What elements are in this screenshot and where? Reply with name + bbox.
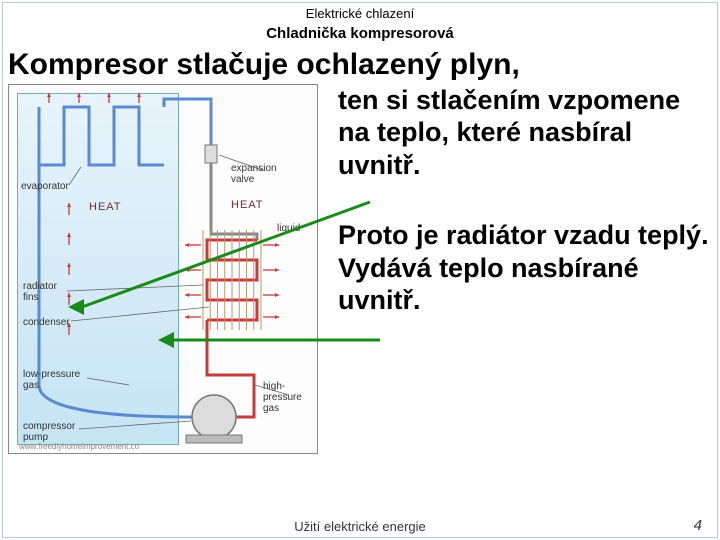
page-number: 4 xyxy=(694,517,702,534)
label-high-pressure: high- pressure gas xyxy=(263,381,302,414)
label-compressor: compressor pump xyxy=(23,421,75,443)
label-radiator-fins: radiator fins xyxy=(23,281,57,303)
label-low-pressure: low-pressure gas xyxy=(23,369,80,391)
label-expansion-valve: expansion valve xyxy=(231,163,277,185)
label-condenser: condenser xyxy=(23,317,70,328)
diagram-wrap: evaporator HEAT HEAT expansion valve liq… xyxy=(8,84,318,454)
label-heat-left: HEAT xyxy=(89,201,122,213)
diagram-source: www.freediyhomeimprovement.co xyxy=(19,442,139,451)
label-heat-right: HEAT xyxy=(231,199,264,211)
label-liquid: liquid xyxy=(277,223,300,234)
footer-text: Užití elektrické energie xyxy=(0,519,720,534)
label-evaporator: evaporator xyxy=(21,181,69,192)
refrigerator-diagram: evaporator HEAT HEAT expansion valve liq… xyxy=(8,84,318,454)
